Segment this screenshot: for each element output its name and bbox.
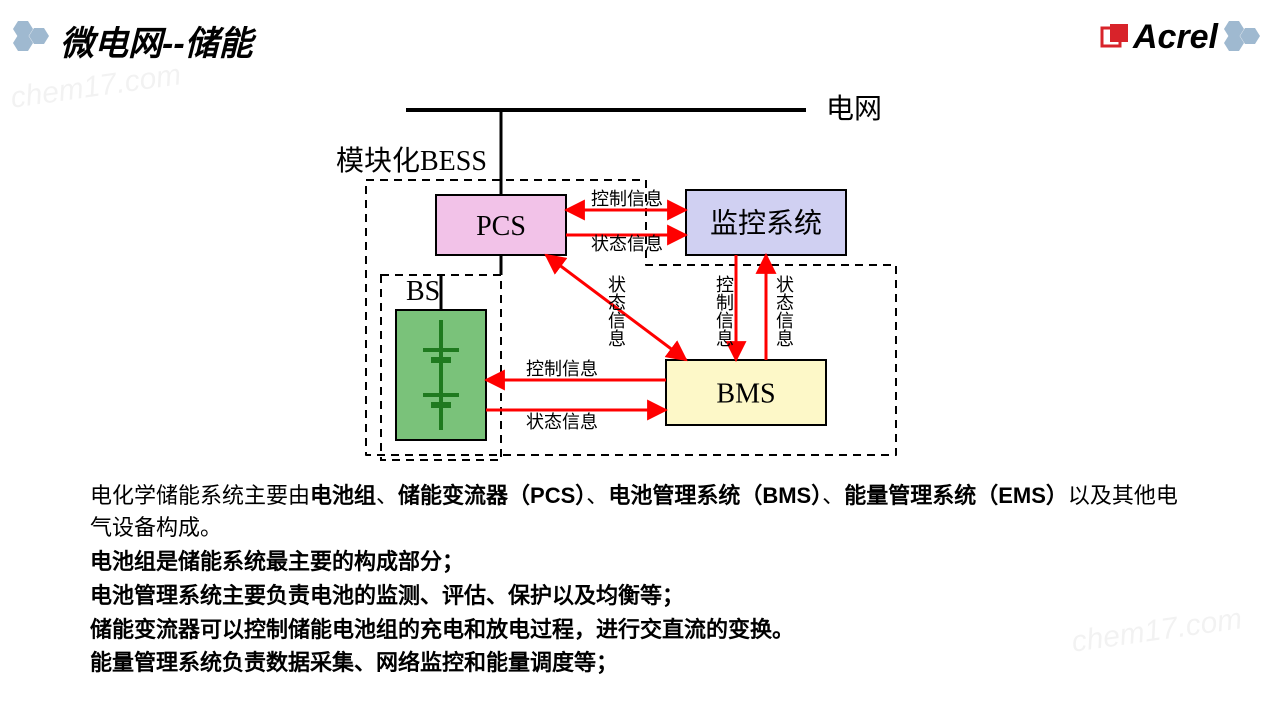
- svg-text:PCS: PCS: [476, 211, 526, 242]
- svg-text:状态信息: 状态信息: [526, 412, 598, 432]
- svg-text:状态信息: 状态信息: [591, 234, 663, 254]
- body-text: 电化学储能系统主要由电池组、储能变流器（PCS）、电池管理系统（BMS）、能量管…: [90, 480, 1190, 681]
- svg-text:BS: BS: [406, 276, 440, 307]
- svg-text:状态信息: 状态信息: [606, 275, 626, 347]
- para-5: 能量管理系统负责数据采集、网络监控和能量调度等；: [90, 647, 1190, 679]
- hex-left-icon: [8, 16, 54, 56]
- svg-text:模块化BESS: 模块化BESS: [336, 145, 487, 177]
- svg-text:状态信息: 状态信息: [774, 275, 794, 347]
- para-4: 储能变流器可以控制储能电池组的充电和放电过程，进行交直流的变换。: [90, 614, 1190, 646]
- brand-logo: Acrel: [1099, 18, 1218, 57]
- logo-mark-icon: [1099, 22, 1133, 52]
- hex-right-icon: [1219, 16, 1265, 56]
- svg-text:BMS: BMS: [716, 379, 775, 410]
- para-3: 电池管理系统主要负责电池的监测、评估、保护以及均衡等；: [90, 580, 1190, 612]
- svg-text:控制信息: 控制信息: [591, 189, 663, 209]
- para-2: 电池组是储能系统最主要的构成部分；: [90, 546, 1190, 578]
- bess-diagram: 电网模块化BESSPCS监控系统BMSBS控制信息状态信息控制信息状态信息状态信…: [336, 90, 936, 470]
- svg-text:控制信息: 控制信息: [714, 275, 734, 347]
- svg-text:控制信息: 控制信息: [526, 359, 598, 379]
- svg-text:监控系统: 监控系统: [710, 208, 822, 240]
- slide-title: 微电网--储能: [60, 16, 253, 65]
- para-1: 电化学储能系统主要由电池组、储能变流器（PCS）、电池管理系统（BMS）、能量管…: [90, 480, 1190, 544]
- slide-header: 微电网--储能 Acrel: [0, 10, 1273, 60]
- svg-text:电网: 电网: [826, 93, 882, 125]
- watermark: chem17.com: [8, 58, 183, 116]
- logo-text: Acrel: [1133, 18, 1218, 56]
